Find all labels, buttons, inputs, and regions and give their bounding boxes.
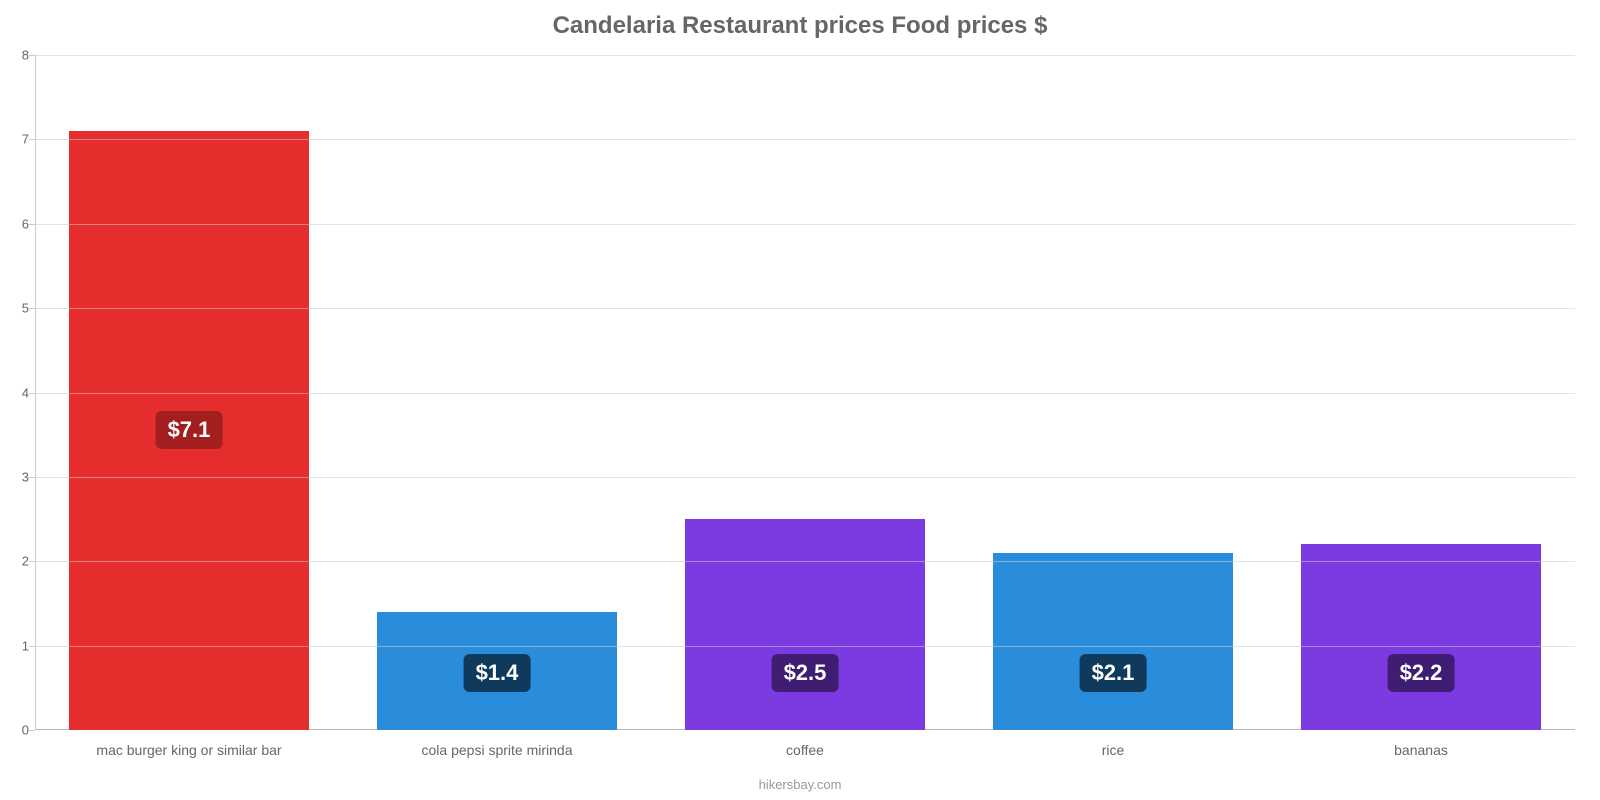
- y-tick-mark: [29, 730, 35, 731]
- bar: $2.5: [685, 519, 925, 730]
- y-tick-label: 1: [7, 638, 29, 653]
- grid-line: [35, 393, 1575, 394]
- price-chart: Candelaria Restaurant prices Food prices…: [0, 0, 1600, 800]
- x-category-label: coffee: [651, 742, 959, 758]
- y-tick-label: 8: [7, 48, 29, 63]
- chart-title: Candelaria Restaurant prices Food prices…: [0, 0, 1600, 40]
- y-tick-label: 6: [7, 216, 29, 231]
- grid-line: [35, 55, 1575, 56]
- grid-line: [35, 224, 1575, 225]
- y-tick-mark: [29, 477, 35, 478]
- y-tick-mark: [29, 224, 35, 225]
- bar: $2.2: [1301, 544, 1541, 730]
- bar: $2.1: [993, 553, 1233, 730]
- x-category-label: bananas: [1267, 742, 1575, 758]
- bar-value-label: $1.4: [464, 654, 531, 692]
- bar-value-label: $2.5: [772, 654, 839, 692]
- y-tick-mark: [29, 55, 35, 56]
- bar-value-label: $2.2: [1388, 654, 1455, 692]
- bar: $1.4: [377, 612, 617, 730]
- grid-line: [35, 308, 1575, 309]
- bar-value-label: $2.1: [1080, 654, 1147, 692]
- grid-line: [35, 646, 1575, 647]
- x-category-label: rice: [959, 742, 1267, 758]
- y-tick-label: 2: [7, 554, 29, 569]
- y-tick-mark: [29, 561, 35, 562]
- grid-line: [35, 477, 1575, 478]
- grid-line: [35, 561, 1575, 562]
- y-tick-mark: [29, 308, 35, 309]
- y-tick-mark: [29, 646, 35, 647]
- bar-value-label: $7.1: [156, 411, 223, 449]
- x-category-label: mac burger king or similar bar: [35, 742, 343, 758]
- y-tick-label: 0: [7, 723, 29, 738]
- bar: $7.1: [69, 131, 309, 730]
- plot-area: $7.1$1.4$2.5$2.1$2.2 012345678mac burger…: [35, 55, 1575, 730]
- y-tick-label: 5: [7, 301, 29, 316]
- x-category-label: cola pepsi sprite mirinda: [343, 742, 651, 758]
- y-tick-label: 3: [7, 469, 29, 484]
- y-tick-label: 4: [7, 385, 29, 400]
- y-tick-label: 7: [7, 132, 29, 147]
- y-tick-mark: [29, 393, 35, 394]
- y-tick-mark: [29, 139, 35, 140]
- attribution-text: hikersbay.com: [0, 777, 1600, 792]
- grid-line: [35, 139, 1575, 140]
